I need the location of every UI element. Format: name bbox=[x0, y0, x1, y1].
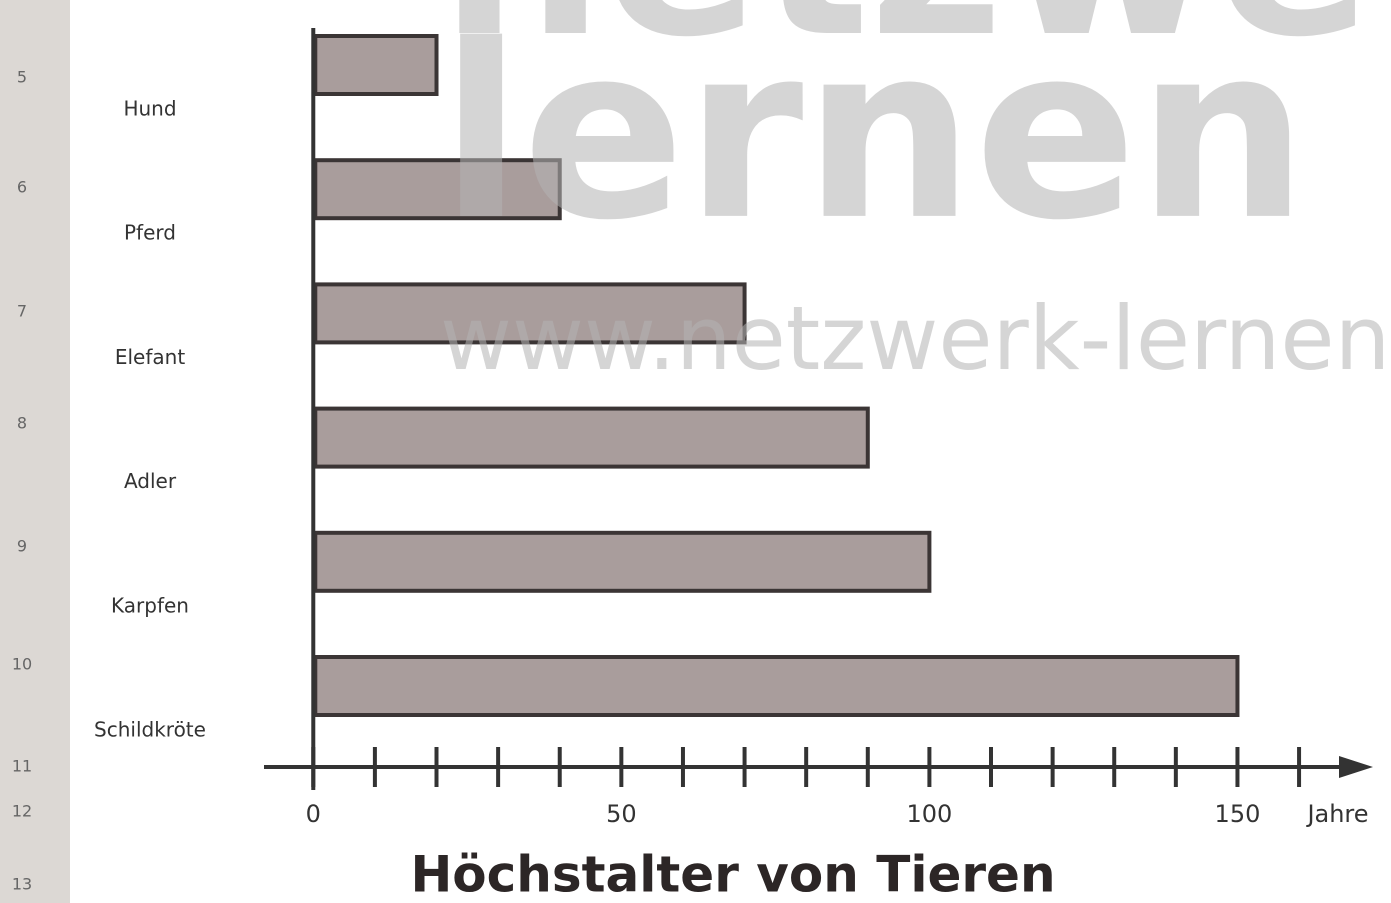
category-label: Hund bbox=[123, 97, 176, 121]
margin-strip bbox=[0, 0, 70, 903]
line-number: 8 bbox=[17, 414, 27, 433]
x-tick-label: 150 bbox=[1215, 800, 1261, 828]
watermark: netzwerk lernen www.netzwerk-lernen.d bbox=[440, 0, 1391, 390]
line-number: 5 bbox=[17, 68, 27, 87]
chart-title: Höchstalter von Tieren bbox=[410, 846, 1055, 903]
x-tick-label: 0 bbox=[306, 800, 321, 828]
x-axis-label: Jahre bbox=[1305, 800, 1368, 828]
line-number: 12 bbox=[12, 802, 32, 821]
x-tick-label: 100 bbox=[906, 800, 952, 828]
line-number: 9 bbox=[17, 537, 27, 556]
line-number: 13 bbox=[12, 875, 32, 894]
line-number: 7 bbox=[17, 302, 27, 321]
bar bbox=[315, 533, 929, 591]
line-number: 11 bbox=[12, 757, 32, 776]
category-label: Pferd bbox=[124, 221, 176, 245]
line-number: 10 bbox=[12, 655, 32, 674]
x-axis-arrow bbox=[1339, 756, 1373, 778]
bar bbox=[315, 36, 436, 94]
line-number: 6 bbox=[17, 178, 27, 197]
category-label: Adler bbox=[124, 469, 177, 493]
x-tick-label: 50 bbox=[606, 800, 637, 828]
category-label: Karpfen bbox=[111, 593, 189, 617]
bar bbox=[315, 657, 1237, 715]
watermark-url: www.netzwerk-lernen.d bbox=[440, 287, 1391, 390]
watermark-middle: lernen bbox=[440, 0, 1308, 273]
category-label: Elefant bbox=[115, 345, 185, 369]
category-label: Schildkröte bbox=[94, 718, 206, 742]
bar bbox=[315, 409, 868, 467]
chart: Höchstalter von Tieren Jahre Hund Pferd El… bbox=[0, 0, 1391, 903]
